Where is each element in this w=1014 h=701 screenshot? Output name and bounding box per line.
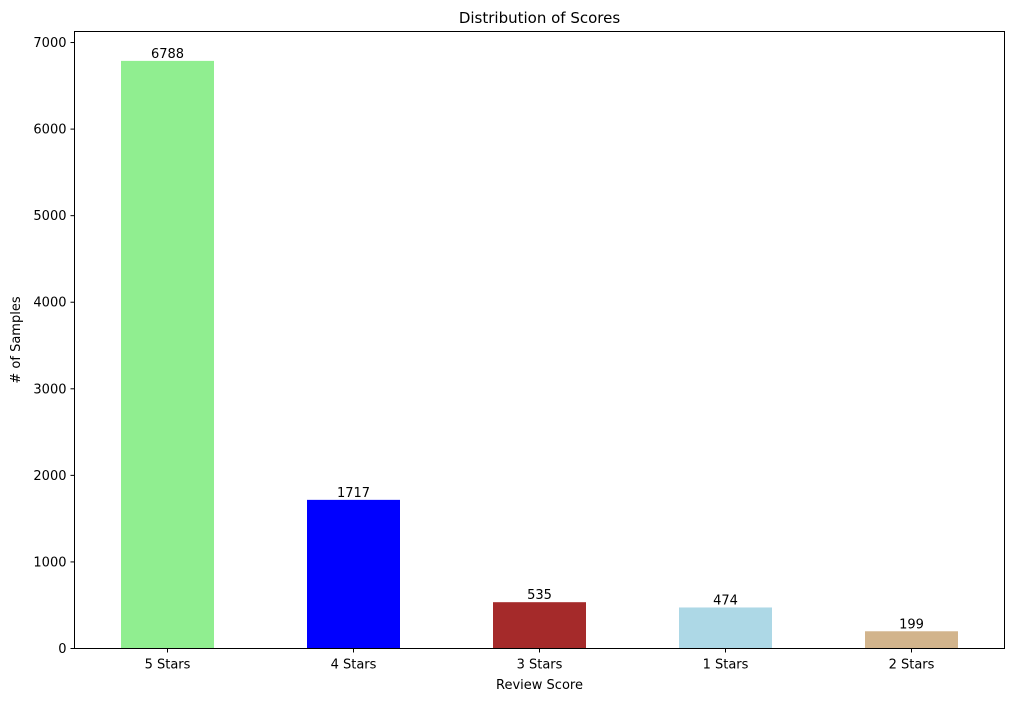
x-tick-label: 5 Stars <box>145 658 191 673</box>
y-tick-label: 7000 <box>33 36 66 51</box>
y-tick-label: 2000 <box>33 469 66 484</box>
data-label: 474 <box>713 593 738 608</box>
data-labels-group: 6788 1717 535 474 199 <box>151 47 924 632</box>
y-axis-label: # of Samples <box>9 296 24 383</box>
x-axis-label: Review Score <box>496 678 583 693</box>
x-tick-label: 1 Stars <box>703 658 749 673</box>
bar-1-stars <box>679 607 772 649</box>
data-label: 6788 <box>151 47 184 62</box>
y-axis: 0 1000 2000 3000 4000 5000 6000 7000 <box>33 36 75 657</box>
data-label: 1717 <box>337 486 370 501</box>
y-tick-label: 1000 <box>33 555 66 570</box>
bar-4-stars <box>307 499 400 649</box>
chart-title: Distribution of Scores <box>459 9 621 27</box>
bar-3-stars <box>493 602 586 649</box>
x-tick-label: 4 Stars <box>331 658 377 673</box>
y-tick-label: 3000 <box>33 382 66 397</box>
bar-5-stars <box>121 60 214 649</box>
y-tick-label: 6000 <box>33 123 66 138</box>
x-tick-label: 3 Stars <box>517 658 563 673</box>
y-tick-label: 5000 <box>33 209 66 224</box>
x-axis: 5 Stars 4 Stars 3 Stars 1 Stars 2 Stars <box>145 648 935 673</box>
data-label: 535 <box>527 588 552 603</box>
x-tick-label: 2 Stars <box>889 658 935 673</box>
bar-2-stars <box>865 631 958 649</box>
bars-group <box>121 60 958 649</box>
data-label: 199 <box>899 617 924 632</box>
y-tick-label: 0 <box>58 642 66 657</box>
y-tick-label: 4000 <box>33 296 66 311</box>
